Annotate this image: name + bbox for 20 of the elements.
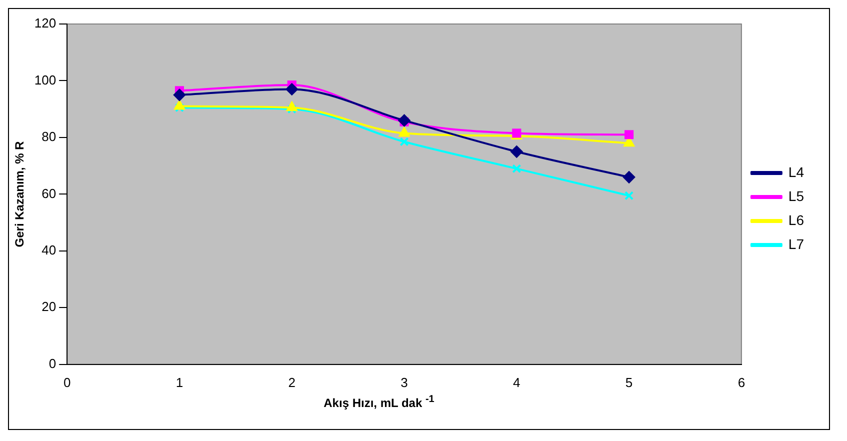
x-tick-label: 3 [400,374,408,390]
y-axis-title: Geri Kazanım, % R [12,140,27,248]
x-axis-title: Akış Hızı, mL dak $^{-1}$ [322,394,436,410]
y-tick-label: 100 [34,72,56,88]
legend-label: L7 [788,236,804,252]
y-tick-label: 40 [42,242,56,258]
x-tick-label: 2 [288,374,296,390]
legend-label: L6 [788,212,804,228]
legend-label: L4 [788,164,804,180]
x-tick-label: 0 [63,374,71,390]
x-tick-label: 5 [625,374,633,390]
y-tick-label: 60 [42,186,56,201]
x-tick-label: 4 [513,374,520,390]
y-tick-label: 20 [42,299,56,314]
x-tick-label: 1 [176,374,184,390]
y-tick-label: 0 [48,356,56,371]
x-tick-label: 6 [738,374,746,390]
y-tick-label: 80 [42,129,56,144]
legend-label: L5 [788,188,804,204]
y-tick-label: 120 [34,16,56,31]
